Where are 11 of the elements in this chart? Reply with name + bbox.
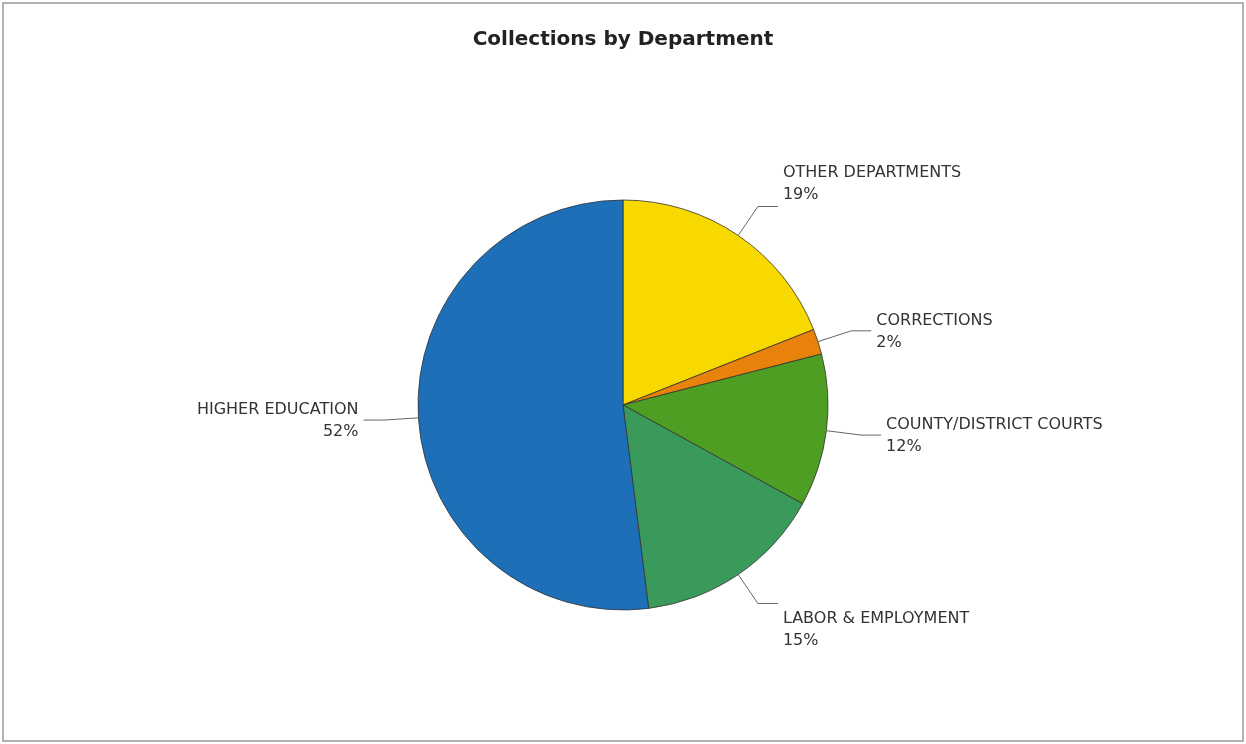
slice-label: LABOR & EMPLOYMENT	[782, 608, 970, 628]
slice-label: COUNTY/DISTRICT COURTS	[886, 414, 1103, 434]
slice-label: CORRECTIONS	[876, 309, 993, 329]
data-label: 2%	[876, 331, 902, 351]
slice-label: HIGHER EDUCATION	[196, 399, 359, 419]
data-label: 19%	[782, 183, 819, 203]
data-label: 12%	[886, 436, 922, 456]
data-label: 52%	[322, 421, 359, 441]
slice-label: OTHER DEPARTMENTS	[782, 161, 962, 181]
data-label: 15%	[782, 630, 819, 650]
chart-title: Collections by Department	[472, 26, 774, 50]
